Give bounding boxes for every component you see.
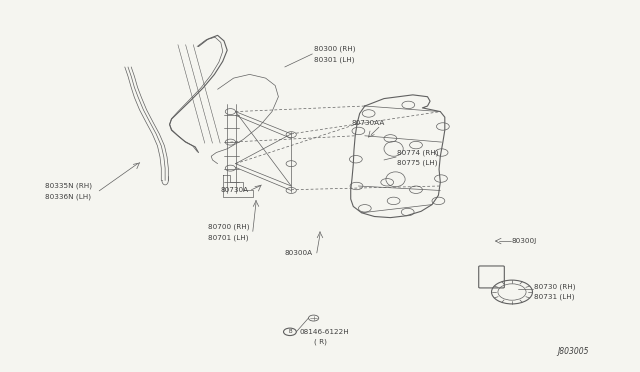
Text: 80300J: 80300J xyxy=(512,238,537,244)
Text: 80300A: 80300A xyxy=(285,250,313,256)
Text: 80701 (LH): 80701 (LH) xyxy=(208,234,248,241)
Text: 80731 (LH): 80731 (LH) xyxy=(534,294,575,300)
Text: 80301 (LH): 80301 (LH) xyxy=(314,56,354,63)
Text: B: B xyxy=(288,329,292,334)
Text: 80300 (RH): 80300 (RH) xyxy=(314,45,355,52)
Text: 80774 (RH): 80774 (RH) xyxy=(397,149,438,156)
Text: J803005: J803005 xyxy=(557,347,588,356)
Text: 80336N (LH): 80336N (LH) xyxy=(45,193,91,200)
Text: 80730A: 80730A xyxy=(221,187,249,193)
Text: 80700 (RH): 80700 (RH) xyxy=(208,224,250,230)
Text: 80775 (LH): 80775 (LH) xyxy=(397,160,437,166)
Text: ( R): ( R) xyxy=(314,338,326,345)
Text: 08146-6122H: 08146-6122H xyxy=(300,329,349,335)
Text: 80335N (RH): 80335N (RH) xyxy=(45,183,92,189)
Text: 80730 (RH): 80730 (RH) xyxy=(534,283,576,290)
Text: 80730AA: 80730AA xyxy=(352,120,385,126)
